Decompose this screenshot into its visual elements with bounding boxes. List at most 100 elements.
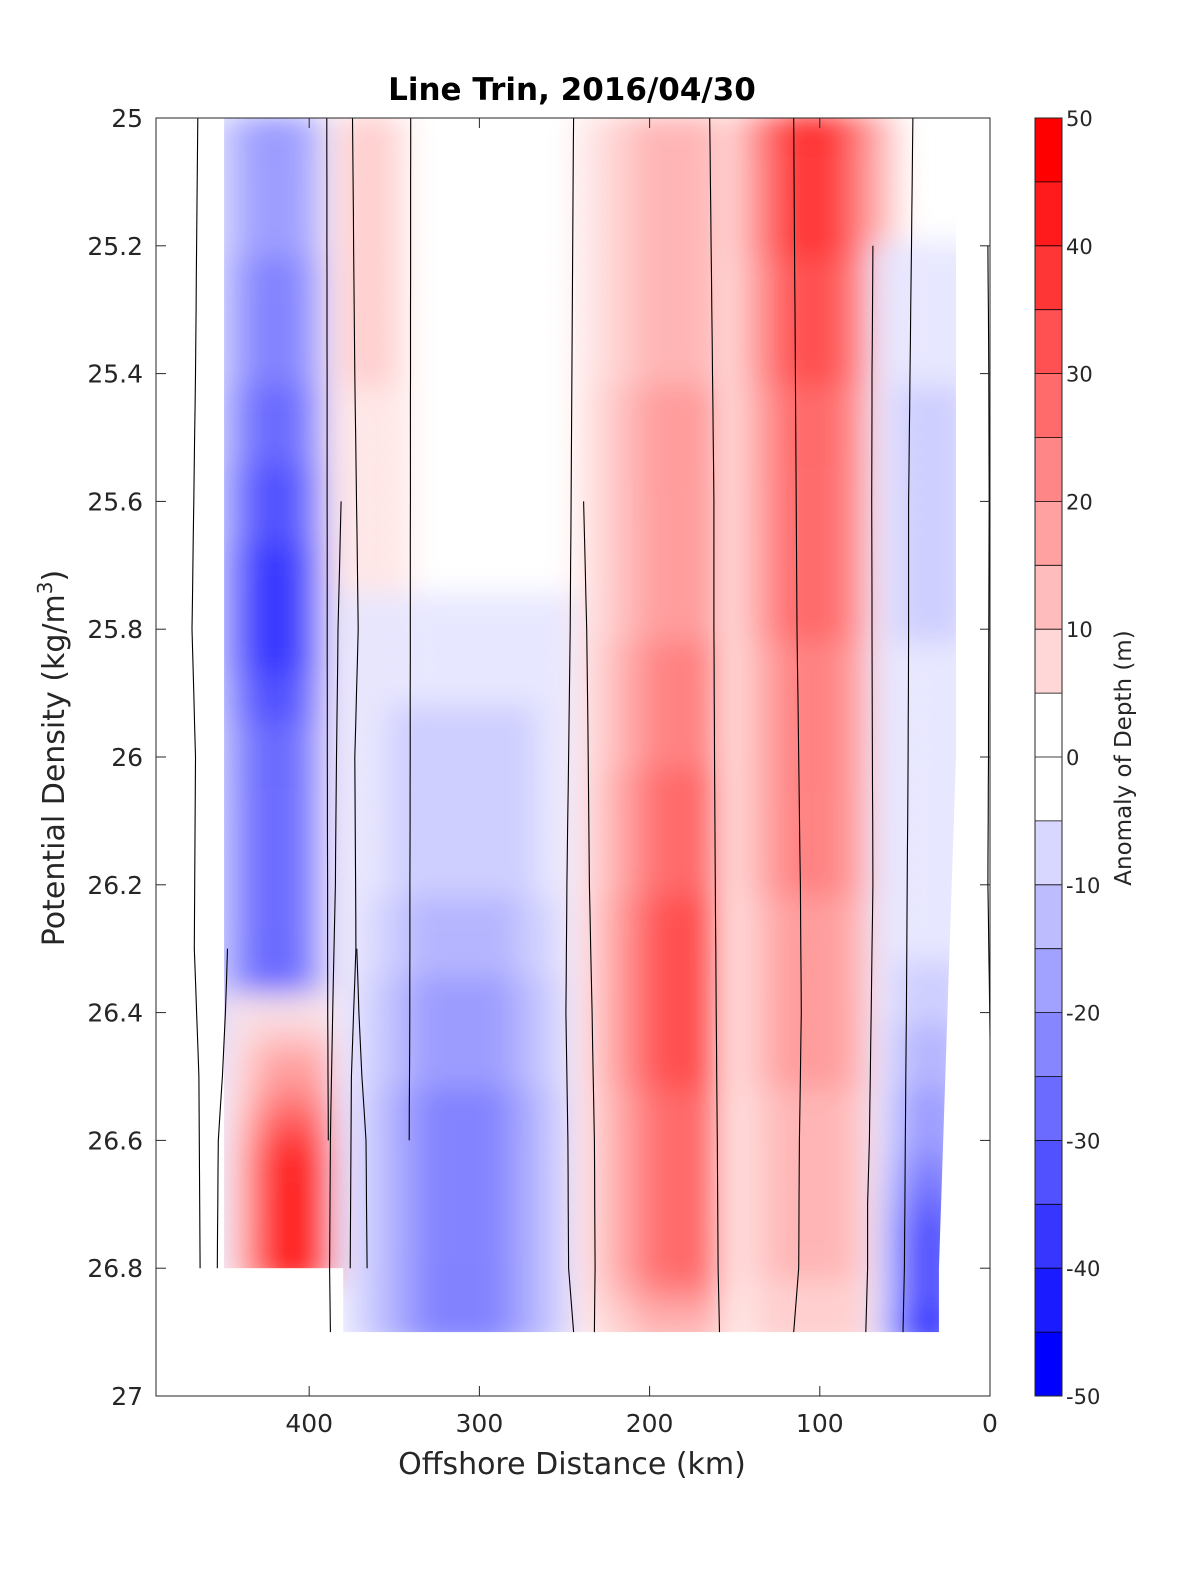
field-cell bbox=[252, 928, 298, 949]
field-cell bbox=[250, 353, 300, 374]
field-cell bbox=[783, 561, 839, 582]
field-cell bbox=[421, 1120, 504, 1141]
field-cell bbox=[334, 673, 591, 694]
field-cell bbox=[783, 417, 839, 438]
field-cell bbox=[785, 353, 837, 374]
field-cell bbox=[326, 513, 412, 534]
field-cell bbox=[781, 641, 842, 662]
field-cell bbox=[896, 417, 965, 438]
x-axis: 400 300 200 100 0 bbox=[285, 118, 998, 1438]
colorbar-segment bbox=[1035, 693, 1062, 757]
field-cell bbox=[247, 145, 303, 166]
field-cell bbox=[255, 657, 295, 678]
x-tick-label: 100 bbox=[796, 1409, 844, 1438]
field-cell bbox=[648, 641, 720, 662]
band-offshore-negative bbox=[198, 118, 352, 1285]
y-tick-label: 26.2 bbox=[87, 871, 143, 900]
field-cell bbox=[896, 625, 965, 646]
field-cell bbox=[407, 928, 518, 949]
zero-contour-mid-negative-east bbox=[583, 501, 596, 1333]
field-cell bbox=[653, 1056, 714, 1077]
field-cell bbox=[275, 1216, 309, 1237]
field-cell bbox=[252, 737, 298, 758]
field-cell bbox=[334, 609, 591, 630]
field-cell bbox=[757, 1296, 866, 1317]
field-cell bbox=[651, 864, 716, 885]
field-cell bbox=[781, 721, 842, 742]
field-cell bbox=[777, 928, 846, 949]
colorbar-tick-label: 30 bbox=[1066, 363, 1093, 387]
mask-offshore bbox=[156, 118, 344, 1396]
field-cell bbox=[344, 305, 394, 326]
y-tick-label: 25.2 bbox=[87, 232, 143, 261]
field-cell bbox=[653, 976, 714, 997]
field-cell bbox=[407, 896, 518, 917]
field-cell bbox=[785, 369, 837, 390]
colorbar-segment bbox=[1035, 1268, 1062, 1333]
field-cell bbox=[416, 1072, 509, 1093]
field-cell bbox=[781, 768, 842, 789]
field-cell bbox=[421, 1152, 504, 1173]
field-cell bbox=[421, 1200, 504, 1221]
mask-nearshore bbox=[938, 118, 990, 1396]
field-cell bbox=[781, 753, 842, 773]
field-cell bbox=[254, 673, 296, 694]
field-cell bbox=[896, 385, 965, 406]
field-cell bbox=[783, 513, 839, 534]
y-tick-label: 25 bbox=[111, 104, 143, 133]
field-cell bbox=[787, 209, 836, 230]
field-cell bbox=[635, 353, 732, 374]
zero-contour-mid-negative-west bbox=[329, 501, 342, 1333]
field-cell bbox=[421, 1280, 504, 1301]
field-cell bbox=[651, 1216, 716, 1237]
field-cell bbox=[344, 369, 394, 390]
field-cell bbox=[651, 1136, 716, 1157]
field-cell bbox=[643, 481, 724, 502]
field-cell bbox=[635, 305, 732, 326]
field-cell bbox=[252, 896, 298, 917]
field-cell bbox=[635, 209, 732, 230]
field-cell bbox=[757, 1280, 866, 1301]
field-cell bbox=[247, 241, 303, 262]
field-cell bbox=[326, 465, 412, 486]
colorbar-segment bbox=[1035, 1204, 1062, 1269]
field-cell bbox=[781, 848, 842, 869]
field-cell bbox=[777, 1056, 846, 1077]
field-cell bbox=[252, 784, 298, 805]
field-cell bbox=[648, 673, 720, 694]
field-cell bbox=[783, 593, 839, 614]
field-cell bbox=[651, 1248, 716, 1269]
field-cell bbox=[252, 912, 298, 933]
field-cell bbox=[344, 241, 394, 262]
field-cell bbox=[416, 1024, 509, 1045]
field-cell bbox=[344, 161, 394, 182]
field-cell bbox=[781, 673, 842, 694]
x-tick-label: 200 bbox=[626, 1409, 674, 1438]
field-cell bbox=[651, 784, 716, 805]
field-cell bbox=[908, 1104, 953, 1125]
x-tick-label: 0 bbox=[982, 1409, 998, 1438]
field-cell bbox=[651, 1168, 716, 1189]
field-cell bbox=[275, 1248, 309, 1269]
colorbar-segment bbox=[1035, 1076, 1062, 1141]
field-cell bbox=[781, 816, 842, 837]
field-cell bbox=[247, 161, 303, 182]
zero-contour-offshore-deep-positive-west bbox=[216, 948, 229, 1269]
field-cell bbox=[252, 449, 298, 470]
field-cell bbox=[247, 193, 303, 214]
colorbar-label: Anomaly of Depth (m) bbox=[1111, 630, 1137, 885]
field-cell bbox=[643, 513, 724, 534]
field-cell bbox=[272, 1104, 313, 1125]
field-cell bbox=[334, 593, 591, 614]
field-cell bbox=[334, 689, 591, 710]
field-cell bbox=[407, 944, 518, 965]
field-cell bbox=[653, 960, 714, 981]
zero-contour-nearshore-negative-east bbox=[987, 245, 990, 1074]
field-cell bbox=[770, 1184, 852, 1205]
field-cell bbox=[274, 1136, 310, 1157]
field-cell bbox=[250, 369, 300, 390]
field-cell bbox=[344, 337, 394, 358]
field-cell bbox=[643, 561, 724, 582]
field-cell bbox=[635, 289, 732, 310]
field-cell bbox=[896, 497, 965, 518]
